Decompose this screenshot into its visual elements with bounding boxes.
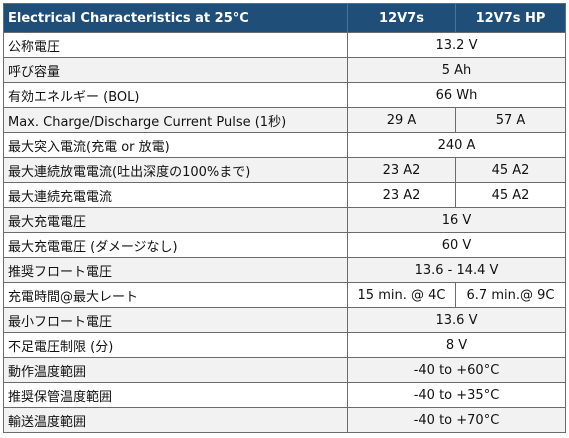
table-row: Max. Charge/Discharge Current Pulse (1秒)… [3,107,566,133]
value-cell: 240 A [347,132,566,158]
value-cell: 66 Wh [347,82,566,108]
value-cell: 45 A2 [455,157,566,183]
row-label: 充電時間@最大レート [3,282,348,308]
value-cell: 13.2 V [347,32,566,58]
table-row: 有効エネルギー (BOL) 66 Wh [3,82,566,108]
value-cell: 23 A2 [347,182,456,208]
value-cell: 6.7 min.@ 9C [455,282,566,308]
row-label: 推奨フロート電圧 [3,257,348,283]
row-label: Max. Charge/Discharge Current Pulse (1秒) [3,107,348,133]
value-cell: 60 V [347,232,566,258]
row-label: 最大充電電圧 [3,207,348,233]
value-cell: 5 Ah [347,57,566,83]
value-cell: 57 A [455,107,566,133]
value-cell: 29 A [347,107,456,133]
table-row: 最大充電電圧 (ダメージなし) 60 V [3,232,566,258]
value-cell: 13.6 V [347,307,566,333]
value-cell: 15 min. @ 4C [347,282,456,308]
header-cell: 12V7s HP [455,3,566,33]
table-row: 充電時間@最大レート 15 min. @ 4C 6.7 min.@ 9C [3,282,566,308]
table-row: 最小フロート電圧 13.6 V [3,307,566,333]
table-row: 不足電圧制限 (分) 8 V [3,332,566,358]
table-row: 呼び容量 5 Ah [3,57,566,83]
row-label: 呼び容量 [3,57,348,83]
value-cell: 23 A2 [347,157,456,183]
header-cell: Electrical Characteristics at 25°C [3,3,348,33]
row-label: 最大充電電圧 (ダメージなし) [3,232,348,258]
row-label: 動作温度範囲 [3,357,348,383]
table-row: 輸送温度範囲 -40 to +70°C [3,407,566,433]
table-row: 最大連続充電電流 23 A2 45 A2 [3,182,566,208]
value-cell: 13.6 - 14.4 V [347,257,566,283]
row-label: 輸送温度範囲 [3,407,348,433]
value-cell: -40 to +60°C [347,357,566,383]
table-row: 公称電圧 13.2 V [3,32,566,58]
value-cell: 16 V [347,207,566,233]
table-row: 推奨保管温度範囲 -40 to +35°C [3,382,566,408]
row-label: 推奨保管温度範囲 [3,382,348,408]
row-label: 不足電圧制限 (分) [3,332,348,358]
value-cell: 45 A2 [455,182,566,208]
table-row: 動作温度範囲 -40 to +60°C [3,357,566,383]
value-cell: -40 to +35°C [347,382,566,408]
table-row: 最大充電電圧 16 V [3,207,566,233]
row-label: 最大連続放電電流(吐出深度の100%まで) [3,157,348,183]
table-row: 推奨フロート電圧 13.6 - 14.4 V [3,257,566,283]
row-label: 最大連続充電電流 [3,182,348,208]
spec-table: Electrical Characteristics at 25°C 12V7s 1… [3,3,566,433]
value-cell: 8 V [347,332,566,358]
table-row: 最大連続放電電流(吐出深度の100%まで) 23 A2 45 A2 [3,157,566,183]
table-row: 最大突入電流(充電 or 放電) 240 A [3,132,566,158]
row-label: 有効エネルギー (BOL) [3,82,348,108]
row-label: 公称電圧 [3,32,348,58]
row-label: 最小フロート電圧 [3,307,348,333]
header-cell: 12V7s [347,3,456,33]
row-label: 最大突入電流(充電 or 放電) [3,132,348,158]
value-cell: -40 to +70°C [347,407,566,433]
header-row: Electrical Characteristics at 25°C 12V7s 1… [3,3,566,33]
